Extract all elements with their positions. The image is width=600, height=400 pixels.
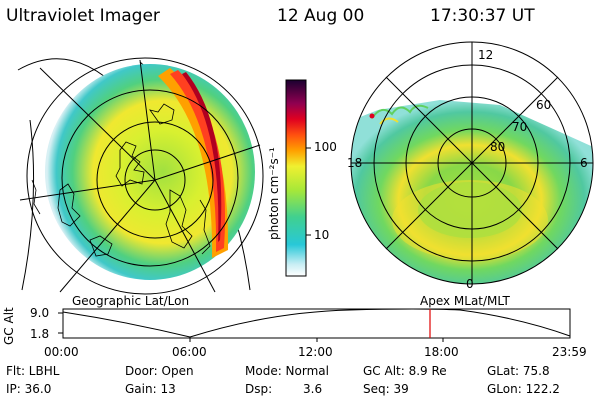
geographic-map bbox=[17, 57, 264, 295]
gain-info: Gain: 13 bbox=[125, 382, 176, 396]
mode-info: Mode: Normal bbox=[245, 364, 329, 378]
color-bar bbox=[285, 79, 311, 277]
ip-info: IP: 36.0 bbox=[6, 382, 52, 396]
altitude-xtick: 12:00 bbox=[298, 345, 333, 359]
mlt-label-6: 6 bbox=[580, 156, 588, 170]
altitude-xtick: 06:00 bbox=[172, 345, 207, 359]
altitude-ytick-high: 9.0 bbox=[30, 306, 50, 320]
seq-info: Seq: 39 bbox=[363, 382, 409, 396]
altitude-xtick: 23:59 bbox=[552, 345, 587, 359]
app-title: Ultraviolet Imager bbox=[6, 6, 160, 26]
dsp-label: Dsp: bbox=[245, 382, 273, 396]
dsp-value: 3.6 bbox=[303, 382, 323, 396]
mlat-label-70: 70 bbox=[512, 120, 528, 134]
mlt-label-12: 12 bbox=[478, 48, 494, 62]
altitude-ytick-low: 1.8 bbox=[30, 327, 50, 341]
polar-mlt-plot bbox=[350, 41, 594, 285]
apex-caption: Apex MLat/MLT bbox=[420, 294, 510, 308]
altitude-xtick: 18:00 bbox=[424, 345, 459, 359]
geographic-caption: Geographic Lat/Lon bbox=[72, 294, 190, 308]
header-date: 12 Aug 00 bbox=[277, 6, 365, 26]
colorbar-unit-label: photon cm⁻²s⁻¹ bbox=[267, 147, 281, 240]
colorbar-tick-100: 100 bbox=[314, 140, 337, 154]
gc-alt-info: GC Alt: 8.9 Re bbox=[363, 364, 447, 378]
filter-info: Flt: LBHL bbox=[6, 364, 60, 378]
mlat-label-60: 60 bbox=[536, 98, 552, 112]
glon-info: GLon: 122.2 bbox=[487, 382, 560, 396]
door-info: Door: Open bbox=[125, 364, 194, 378]
altitude-plot bbox=[58, 308, 571, 342]
colorbar-tick-10: 10 bbox=[314, 228, 330, 242]
altitude-xtick: 00:00 bbox=[44, 345, 79, 359]
mlat-label-80: 80 bbox=[490, 140, 506, 154]
mlt-label-18: 18 bbox=[347, 156, 363, 170]
glat-info: GLat: 75.8 bbox=[487, 364, 550, 378]
mlt-label-0: 0 bbox=[466, 277, 474, 291]
header-time: 17:30:37 UT bbox=[430, 6, 535, 26]
altitude-ylabel: GC Alt bbox=[2, 307, 16, 345]
